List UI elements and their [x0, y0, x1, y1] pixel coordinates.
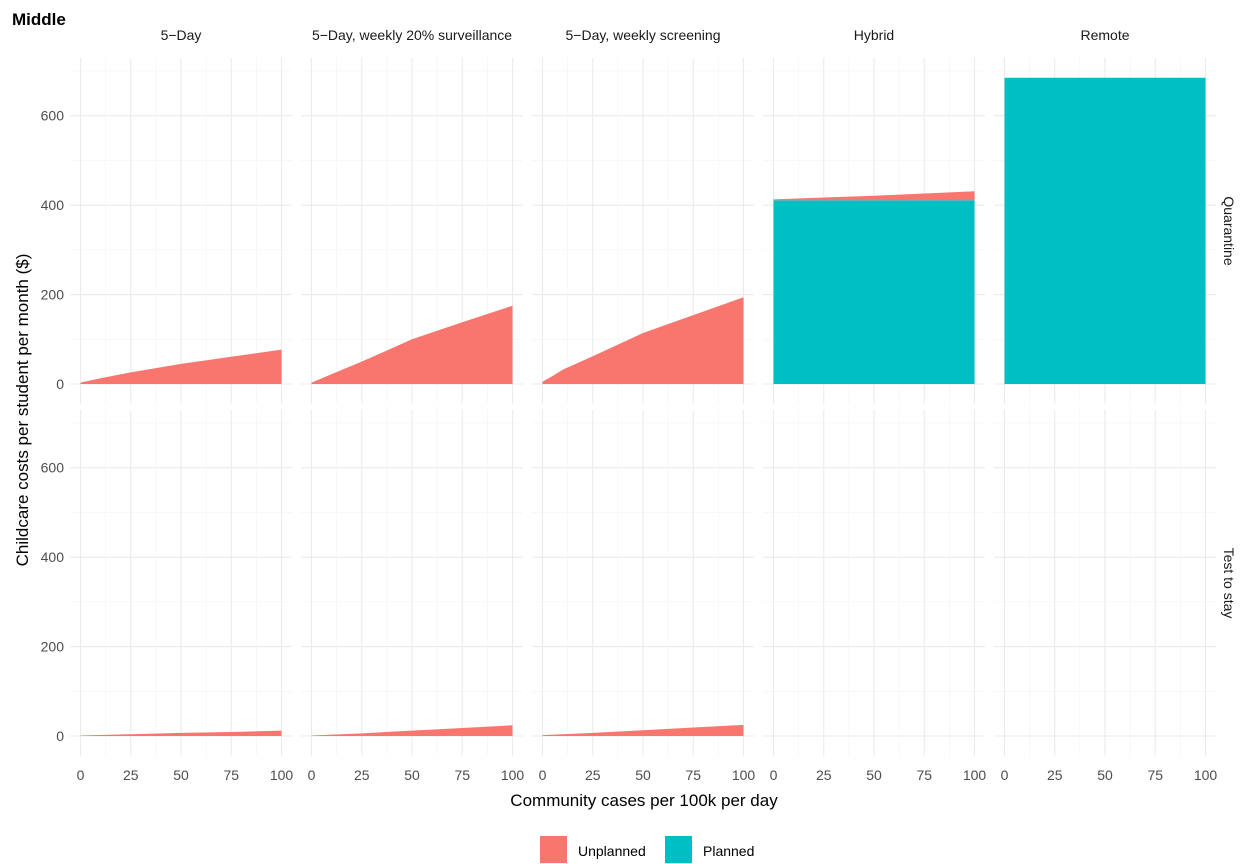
- x-tick-label: 75: [916, 767, 932, 783]
- x-tick-label: 50: [635, 767, 651, 783]
- x-tick-label: 100: [501, 767, 525, 783]
- x-tick-label: 25: [816, 767, 832, 783]
- panel-test-to-stay-remote: 0 25 50 75 100: [994, 410, 1217, 783]
- x-tick-label: 100: [732, 767, 756, 783]
- panel-quarantine-5-day-weekly-screening: [532, 58, 754, 404]
- strip-label-hybrid: Hybrid: [854, 27, 894, 43]
- panel-quarantine-remote: [994, 58, 1216, 404]
- panel-test-to-stay-5-day: 0 25 50 75 100 0 200 400 600: [41, 410, 294, 783]
- legend: Unplanned Planned: [540, 836, 754, 863]
- area-unplanned-test-to-stay-5-day-weekly-screening: [542, 724, 744, 736]
- x-tick-label: 50: [173, 767, 189, 783]
- x-tick-label: 25: [123, 767, 139, 783]
- x-tick-label: 100: [270, 767, 294, 783]
- strip-label-5-day-weekly-20-surveillance: 5−Day, weekly 20% surveillance: [312, 27, 512, 43]
- x-tick-label: 0: [1001, 767, 1009, 783]
- y-tick-label: 400: [41, 197, 65, 213]
- x-tick-label: 100: [1194, 767, 1218, 783]
- area-unplanned-test-to-stay-5-day: [80, 730, 282, 736]
- legend-key-unplanned: [540, 836, 567, 863]
- legend-key-planned: [665, 836, 692, 863]
- x-tick-label: 0: [308, 767, 316, 783]
- x-tick-label: 75: [454, 767, 470, 783]
- strip-label-5-day-weekly-screening: 5−Day, weekly screening: [566, 27, 721, 43]
- x-tick-label: 25: [585, 767, 601, 783]
- x-tick-label: 0: [77, 767, 85, 783]
- y-tick-label: 600: [41, 108, 65, 124]
- facet-panels: 5−Day 5−Day, weekly 20% surveillance 5−Day…: [41, 27, 1237, 783]
- legend-label-planned: Planned: [703, 843, 754, 859]
- y-tick-label: 200: [41, 639, 65, 655]
- x-tick-label: 25: [354, 767, 370, 783]
- panel-test-to-stay-hybrid: 0 25 50 75 100: [763, 410, 986, 783]
- y-tick-label: 400: [41, 549, 65, 565]
- area-unplanned-quarantine-5-day-weekly-screening: [542, 297, 744, 384]
- legend-label-unplanned: Unplanned: [578, 843, 646, 859]
- x-tick-label: 100: [963, 767, 987, 783]
- strip-label-test-to-stay: Test to stay: [1221, 548, 1237, 619]
- x-tick-label: 25: [1047, 767, 1063, 783]
- x-tick-label: 50: [1097, 767, 1113, 783]
- strip-label-5-day: 5−Day: [161, 27, 202, 43]
- panel-test-to-stay-5-day-weekly-screening: 0 25 50 75 100: [532, 410, 755, 783]
- x-tick-label: 50: [404, 767, 420, 783]
- y-tick-label: 600: [41, 460, 65, 476]
- y-tick-label: 0: [56, 728, 64, 744]
- y-tick-label: 200: [41, 287, 65, 303]
- area-unplanned-quarantine-5-day-weekly-20-surveillance: [311, 305, 513, 384]
- panel-test-to-stay-5-day-weekly-20-surveillance: 0 25 50 75 100: [301, 410, 524, 783]
- area-planned-quarantine-remote: [1004, 77, 1206, 385]
- panel-quarantine-5-day: 0 200 400 600: [41, 58, 292, 404]
- x-tick-label: 75: [685, 767, 701, 783]
- x-tick-label: 0: [539, 767, 547, 783]
- area-unplanned-test-to-stay-5-day-weekly-20-surveillance: [311, 725, 513, 736]
- x-tick-label: 75: [1147, 767, 1163, 783]
- strip-label-remote: Remote: [1080, 27, 1129, 43]
- y-tick-label: 0: [56, 376, 64, 392]
- area-unplanned-quarantine-hybrid: [773, 191, 975, 201]
- area-unplanned-quarantine-5-day: [80, 349, 282, 384]
- x-axis-title: Community cases per 100k per day: [510, 791, 778, 810]
- strip-label-quarantine: Quarantine: [1221, 196, 1237, 265]
- area-planned-quarantine-hybrid: [773, 200, 975, 384]
- y-axis-title: Childcare costs per student per month ($…: [13, 254, 32, 567]
- x-tick-label: 0: [770, 767, 778, 783]
- x-tick-label: 75: [223, 767, 239, 783]
- chart-title: Middle: [12, 10, 66, 29]
- panel-quarantine-5-day-weekly-20-surveillance: [301, 58, 523, 404]
- x-tick-label: 50: [866, 767, 882, 783]
- panel-quarantine-hybrid: [763, 58, 985, 404]
